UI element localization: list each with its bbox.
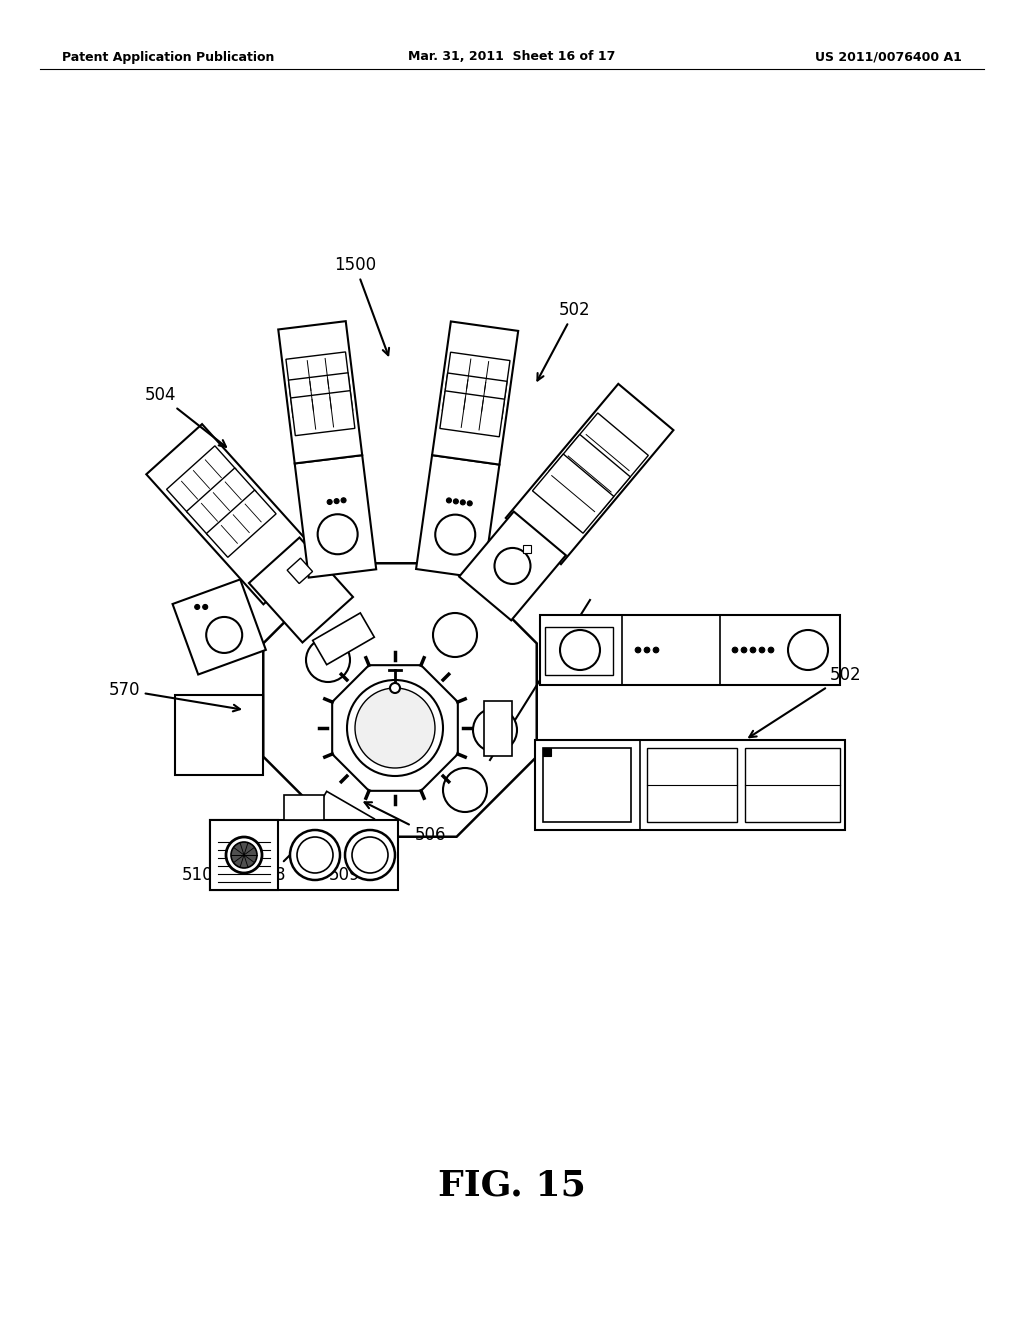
Polygon shape xyxy=(291,391,355,436)
Circle shape xyxy=(433,612,477,657)
Circle shape xyxy=(345,830,395,880)
Circle shape xyxy=(355,688,435,768)
Polygon shape xyxy=(532,454,613,533)
Text: US 2011/0076400 A1: US 2011/0076400 A1 xyxy=(815,50,962,63)
Polygon shape xyxy=(312,612,375,665)
Circle shape xyxy=(495,548,530,583)
Circle shape xyxy=(644,647,650,653)
Circle shape xyxy=(334,499,339,504)
Text: 570: 570 xyxy=(109,681,240,711)
Circle shape xyxy=(443,768,487,812)
Text: Patent Application Publication: Patent Application Publication xyxy=(62,50,274,63)
Bar xyxy=(535,741,845,830)
Bar xyxy=(540,615,840,685)
Polygon shape xyxy=(312,791,375,843)
Polygon shape xyxy=(567,413,648,492)
Polygon shape xyxy=(549,434,631,513)
Circle shape xyxy=(297,837,333,873)
Circle shape xyxy=(741,647,746,653)
Polygon shape xyxy=(249,537,353,643)
Polygon shape xyxy=(445,352,510,399)
Polygon shape xyxy=(332,665,458,791)
Circle shape xyxy=(473,708,517,752)
Circle shape xyxy=(446,498,452,503)
Polygon shape xyxy=(459,512,566,620)
Polygon shape xyxy=(432,322,518,465)
Circle shape xyxy=(206,616,243,653)
Circle shape xyxy=(768,647,774,653)
Circle shape xyxy=(635,647,641,653)
Polygon shape xyxy=(506,384,674,564)
Polygon shape xyxy=(173,579,266,675)
Circle shape xyxy=(195,605,200,610)
Circle shape xyxy=(327,499,332,504)
Bar xyxy=(543,748,631,822)
Circle shape xyxy=(352,837,388,873)
Circle shape xyxy=(317,515,357,554)
Circle shape xyxy=(461,500,465,504)
Text: FIG. 15: FIG. 15 xyxy=(438,1168,586,1203)
Polygon shape xyxy=(442,374,507,418)
Polygon shape xyxy=(207,490,276,557)
Circle shape xyxy=(560,630,600,671)
Circle shape xyxy=(435,515,475,554)
Circle shape xyxy=(226,837,262,873)
Polygon shape xyxy=(522,545,530,553)
Circle shape xyxy=(467,500,472,506)
Polygon shape xyxy=(295,455,376,578)
Circle shape xyxy=(347,680,443,776)
Bar xyxy=(745,748,840,822)
Bar xyxy=(175,696,263,775)
Text: 510: 510 xyxy=(182,843,226,884)
Text: 508: 508 xyxy=(254,843,301,884)
Circle shape xyxy=(732,647,738,653)
Text: 502: 502 xyxy=(750,667,861,738)
Polygon shape xyxy=(289,372,352,418)
Circle shape xyxy=(454,499,459,504)
Bar xyxy=(543,748,551,756)
Circle shape xyxy=(653,647,658,653)
Polygon shape xyxy=(186,469,256,535)
Bar xyxy=(210,820,278,890)
Circle shape xyxy=(341,498,346,503)
Polygon shape xyxy=(263,564,537,837)
Polygon shape xyxy=(484,701,512,755)
Circle shape xyxy=(759,647,765,653)
Circle shape xyxy=(203,605,208,610)
Polygon shape xyxy=(440,391,505,437)
Bar xyxy=(284,795,324,820)
Text: 506: 506 xyxy=(365,803,445,843)
Bar xyxy=(545,627,613,675)
Circle shape xyxy=(306,638,350,682)
Circle shape xyxy=(751,647,756,653)
Polygon shape xyxy=(279,321,362,463)
Polygon shape xyxy=(146,424,319,605)
Polygon shape xyxy=(167,446,237,513)
Text: Mar. 31, 2011  Sheet 16 of 17: Mar. 31, 2011 Sheet 16 of 17 xyxy=(409,50,615,63)
Circle shape xyxy=(390,682,400,693)
Polygon shape xyxy=(287,558,312,583)
Polygon shape xyxy=(416,455,500,578)
Circle shape xyxy=(290,830,340,880)
Circle shape xyxy=(788,630,828,671)
Text: 1500: 1500 xyxy=(334,256,389,355)
Bar xyxy=(210,820,398,890)
Bar xyxy=(647,748,737,822)
Text: 504: 504 xyxy=(144,385,226,447)
Text: 502: 502 xyxy=(538,301,591,380)
Polygon shape xyxy=(286,352,350,397)
Circle shape xyxy=(231,842,257,869)
Text: 509: 509 xyxy=(330,845,360,884)
